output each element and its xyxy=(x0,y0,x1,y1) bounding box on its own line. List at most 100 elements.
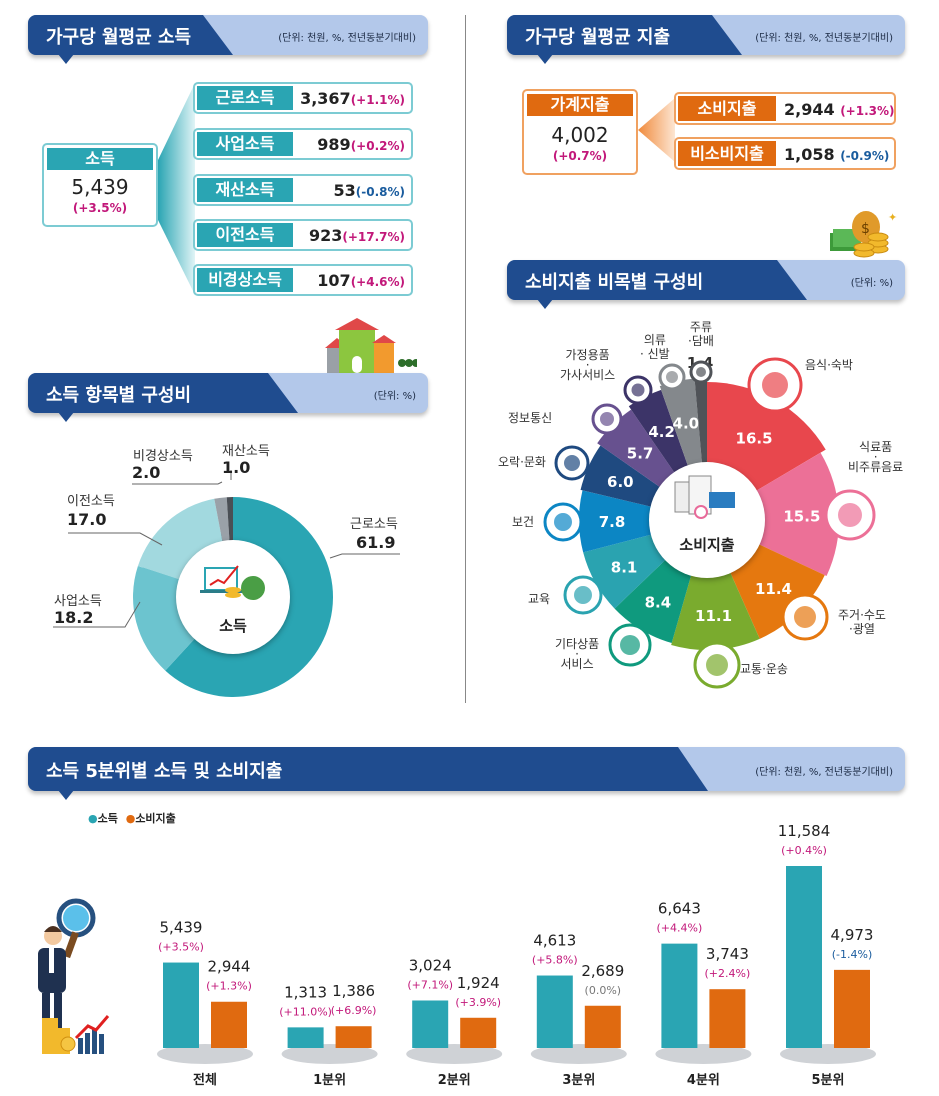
bar-change-label: (+3.5%) xyxy=(158,941,204,954)
rose-category-line: 의류 xyxy=(643,333,666,347)
quintile-unit: (단위: 천원, %, 전년동분기대비) xyxy=(755,767,893,778)
rose-category-line: · xyxy=(585,358,590,372)
rose-category-line: 음식·숙박 xyxy=(805,358,853,372)
money-bag-icon: $ ✦ xyxy=(830,211,897,258)
leader-line xyxy=(68,532,163,546)
rose-value-label: 7.8 xyxy=(599,513,626,531)
income-item-amount: 53 xyxy=(333,181,356,200)
food-plate-glyph-icon xyxy=(762,372,788,398)
legend-dot-consumption: ● xyxy=(125,812,136,825)
bar-value-label: 4,973 xyxy=(831,926,874,944)
legend-income: 소득 xyxy=(97,812,118,825)
income-composition-unit: (단위: %) xyxy=(373,391,416,402)
donut-value-label: 17.0 xyxy=(67,510,107,529)
rose-slice xyxy=(671,520,760,650)
income-title: 가구당 월평균 소득 xyxy=(46,27,192,48)
expenditure-banner: 가구당 월평균 지출 (단위: 천원, %, 전년동분기대비) xyxy=(507,15,905,64)
income-item-change: (+4.6%) xyxy=(350,275,405,289)
grocery-glyph-icon xyxy=(838,503,862,527)
bar-consumption xyxy=(211,1001,247,1048)
trend-line-icon xyxy=(209,565,239,586)
car-glyph-icon xyxy=(706,654,728,676)
gamepad-glyph-icon xyxy=(564,455,580,471)
bar-shadow xyxy=(406,1044,503,1064)
rose-value-label: 15.5 xyxy=(783,507,820,525)
houses-icon xyxy=(325,318,417,373)
rose-value-label: 6.0 xyxy=(607,473,634,491)
bar-value-label: 2,944 xyxy=(208,958,251,976)
rose-value-label: 16.5 xyxy=(736,429,773,447)
donut-category-label: 근로소득 xyxy=(350,517,398,532)
category-label: 5분위 xyxy=(812,1073,845,1088)
bar-income xyxy=(786,866,822,1048)
income-item-change: (+17.7%) xyxy=(342,230,405,244)
rose-category-label: 교육 xyxy=(528,592,550,606)
section-divider xyxy=(465,15,466,703)
bar-income xyxy=(412,1000,449,1048)
bar-income xyxy=(536,975,573,1048)
category-label: 2분위 xyxy=(438,1073,471,1088)
rose-category-line: 보건 xyxy=(512,515,535,529)
income-item-box: 근로소득 3,367(+1.1%) xyxy=(193,82,413,114)
income-item-value: 3,367(+1.1%) xyxy=(300,89,405,108)
bar-value-label: 5,439 xyxy=(160,919,203,937)
donut-center-label: 소득 xyxy=(219,617,247,635)
rose-category-line: 교통·운송 xyxy=(740,662,788,676)
donut-slice xyxy=(226,497,233,543)
svg-text:$: $ xyxy=(861,221,870,237)
income-item-label: 비경상소득 xyxy=(197,268,293,292)
bar-change-label: (+4.4%) xyxy=(657,922,703,935)
bar-value-label: 6,643 xyxy=(658,900,701,918)
money-bag-icon xyxy=(241,576,265,600)
income-item-label: 재산소득 xyxy=(197,178,293,202)
income-total-box: 소득 5,439 (+3.5%) xyxy=(42,143,158,227)
leader-line xyxy=(329,553,400,559)
credit-card-icon xyxy=(709,492,735,508)
bar-income xyxy=(287,1027,324,1048)
rose-category-line: 주류 xyxy=(689,320,712,334)
donut-value-label: 18.2 xyxy=(54,608,94,627)
rose-slice xyxy=(707,452,839,576)
bar-change-label: (+3.9%) xyxy=(455,996,501,1009)
bar-value-label: 1,924 xyxy=(457,974,500,992)
clothing-glyph-icon xyxy=(666,371,678,383)
income-item-value: 923(+17.7%) xyxy=(309,226,405,245)
bar-change-label: (+1.3%) xyxy=(206,980,252,993)
income-item-box: 재산소득 53(-0.8%) xyxy=(193,174,413,206)
handbag-glyph-icon xyxy=(620,635,640,655)
income-item-value: 989(+0.2%) xyxy=(317,135,405,154)
bar-change-label: (+0.4%) xyxy=(781,844,827,857)
expenditure-total-box: 가계지출 4,002 (+0.7%) xyxy=(522,89,638,175)
rose-value-label: 4.2 xyxy=(648,423,675,441)
expenditure-item-value: 2,944 (+1.3%) xyxy=(784,100,895,119)
donut-category-label: 비경상소득 xyxy=(133,449,193,464)
bar-shadow xyxy=(281,1044,378,1064)
rose-category-label: 음식·숙박 xyxy=(805,358,853,372)
leader-line xyxy=(53,601,141,628)
expenditure-item-label: 소비지출 xyxy=(678,96,776,121)
bar-consumption xyxy=(834,969,870,1048)
rose-category-line: 오락·문화 xyxy=(498,455,546,469)
laptop-base-icon xyxy=(200,590,242,593)
rose-value-label: 8.1 xyxy=(611,558,638,576)
rose-value-label: 11.4 xyxy=(755,580,792,598)
income-banner: 가구당 월평균 소득 (단위: 천원, %, 전년동분기대비) xyxy=(28,15,428,64)
rose-category-label: 오락·문화 xyxy=(498,455,546,469)
bar-shadow xyxy=(157,1044,253,1064)
consumption-composition-unit: (단위: %) xyxy=(850,278,893,289)
consumption-composition-chart: 소비지출 16.5 15.5 11.4 11.1 8.4 8.1 7.8 6.0 5.7 4.24.… xyxy=(543,354,876,689)
appliance-glyph-icon xyxy=(631,383,645,397)
bar-income xyxy=(163,962,199,1048)
bar-change-label: (+11.0%) xyxy=(279,1005,332,1018)
rose-category-label: 의류 · 신발 xyxy=(640,333,670,361)
bar-value-label: 3,743 xyxy=(706,945,749,963)
chart-legend: ●소득 ●소비지출 xyxy=(88,810,176,826)
quintile-title: 소득 5분위별 소득 및 소비지출 xyxy=(46,761,283,782)
consumption-composition-title: 소비지출 비목별 구성비 xyxy=(525,272,704,293)
income-item-value: 107(+4.6%) xyxy=(317,271,405,290)
rose-category-line: 가사서비스 xyxy=(560,368,616,382)
category-label: 3분위 xyxy=(562,1073,595,1088)
income-item-change: (+0.2%) xyxy=(350,139,405,153)
category-label: 전체 xyxy=(193,1072,217,1088)
quintile-banner: 소득 5분위별 소득 및 소비지출 (단위: 천원, %, 전년동분기대비) xyxy=(28,747,905,800)
